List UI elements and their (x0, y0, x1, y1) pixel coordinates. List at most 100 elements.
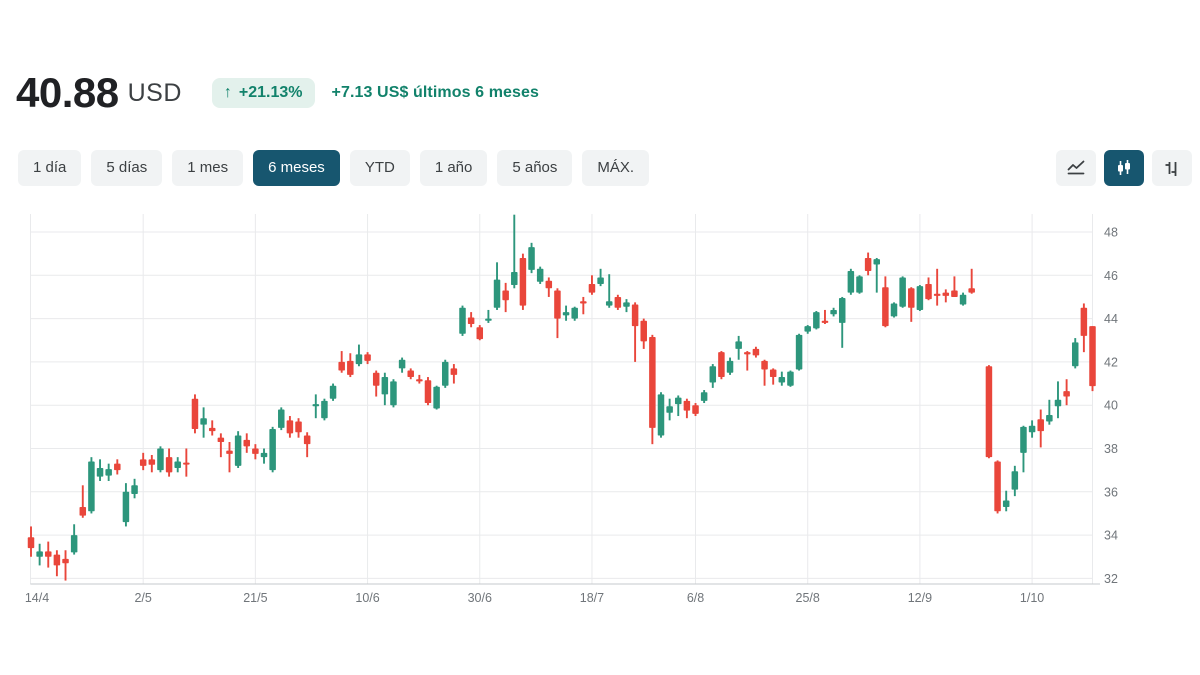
ohlc-chart-button[interactable] (1152, 149, 1192, 186)
candle-down[interactable] (165, 457, 173, 473)
candle-down[interactable] (519, 257, 527, 306)
candle-down[interactable] (554, 290, 561, 319)
candle-up[interactable] (873, 259, 880, 265)
candle-down[interactable] (62, 558, 69, 564)
candle-up[interactable] (122, 491, 130, 523)
candle-up[interactable] (666, 406, 673, 413)
candle-down[interactable] (27, 537, 35, 549)
candle-up[interactable] (1020, 426, 1027, 453)
candle-down[interactable] (53, 554, 61, 566)
candle-down[interactable] (942, 292, 950, 296)
candle-up[interactable] (234, 435, 242, 466)
candle-down[interactable] (864, 257, 872, 271)
candle-up[interactable] (623, 302, 630, 307)
candle-wick[interactable] (314, 394, 317, 419)
candle-up[interactable] (528, 247, 535, 270)
candle-up[interactable] (381, 377, 389, 395)
candle-down[interactable] (761, 360, 768, 370)
candle-down[interactable] (1089, 326, 1096, 387)
candle-up[interactable] (1002, 500, 1010, 507)
candle-down[interactable] (286, 420, 294, 434)
candle-wick[interactable] (608, 274, 611, 308)
candle-wick[interactable] (64, 550, 67, 581)
candle-down[interactable] (416, 379, 423, 382)
candle-up[interactable] (597, 277, 604, 284)
price-chart[interactable]: 48 46 44 42 40 38 36 34 32 14/4 2/5 21/5 10/6 30/6 18/… (0, 205, 1200, 625)
candle-down[interactable] (407, 370, 414, 378)
candle-up[interactable] (1046, 414, 1053, 422)
candle-up[interactable] (1028, 425, 1036, 433)
candle-down[interactable] (217, 437, 225, 443)
candle-up[interactable] (562, 312, 570, 316)
candle-down[interactable] (295, 421, 302, 433)
candle-down[interactable] (692, 405, 699, 414)
candle-up[interactable] (795, 334, 803, 370)
candle-wick[interactable] (1048, 399, 1051, 425)
candle-up[interactable] (1071, 342, 1079, 367)
candle-up[interactable] (890, 303, 898, 317)
candle-down[interactable] (752, 348, 760, 356)
candle-up[interactable] (1011, 471, 1019, 490)
candle-down[interactable] (588, 283, 596, 293)
candle-up[interactable] (96, 467, 104, 477)
candle-down[interactable] (183, 462, 190, 465)
candle-up[interactable] (830, 309, 837, 315)
range-button-1-dia[interactable]: 1 día (18, 149, 82, 186)
candlestick-chart-button[interactable] (1104, 149, 1144, 186)
candle-up[interactable] (700, 392, 708, 401)
candle-up[interactable] (675, 397, 682, 405)
candle-wick[interactable] (677, 395, 680, 417)
candle-up[interactable] (157, 448, 164, 471)
candle-down[interactable] (649, 337, 656, 428)
candle-up[interactable] (813, 312, 820, 329)
candle-down[interactable] (683, 400, 691, 411)
candle-down[interactable] (243, 439, 251, 447)
candle-down[interactable] (640, 320, 647, 342)
candle-down[interactable] (1037, 419, 1044, 432)
candle-up[interactable] (571, 307, 578, 319)
candle-wick[interactable] (875, 257, 878, 293)
candle-wick[interactable] (219, 433, 222, 458)
candle-up[interactable] (657, 394, 665, 436)
candle-down[interactable] (908, 288, 915, 308)
candle-up[interactable] (709, 366, 717, 383)
candle-up[interactable] (485, 318, 492, 321)
candle-up[interactable] (70, 535, 78, 553)
candle-down[interactable] (985, 366, 993, 458)
candle-up[interactable] (174, 461, 181, 468)
candle-down[interactable] (933, 293, 941, 296)
candle-up[interactable] (312, 404, 320, 407)
candle-up[interactable] (778, 377, 786, 383)
candle-down[interactable] (79, 506, 87, 516)
candle-down[interactable] (476, 327, 484, 340)
candle-down[interactable] (718, 352, 725, 378)
candle-up[interactable] (1054, 399, 1062, 407)
candle-up[interactable] (390, 381, 397, 406)
range-button-5-anos[interactable]: 5 años (497, 149, 573, 186)
candle-up[interactable] (131, 485, 138, 494)
candle-up[interactable] (105, 469, 112, 476)
range-button-ytd[interactable]: YTD (349, 149, 410, 186)
candle-up[interactable] (959, 294, 967, 305)
candle-down[interactable] (338, 361, 345, 371)
candle-wick[interactable] (953, 276, 956, 297)
candle-wick[interactable] (936, 268, 939, 306)
line-chart-button[interactable] (1056, 149, 1096, 186)
candle-up[interactable] (847, 270, 855, 293)
candle-up[interactable] (269, 429, 276, 471)
candle-wick[interactable] (746, 351, 749, 371)
candle-down[interactable] (614, 296, 622, 308)
candle-down[interactable] (208, 427, 216, 432)
candle-down[interactable] (252, 448, 259, 454)
candle-wick[interactable] (582, 296, 585, 315)
candle-down[interactable] (467, 317, 475, 325)
candle-down[interactable] (882, 287, 889, 327)
candle-up[interactable] (398, 359, 406, 369)
range-button-1-mes[interactable]: 1 mes (172, 149, 244, 186)
candle-down[interactable] (148, 459, 156, 465)
candle-up[interactable] (493, 279, 501, 308)
candle-down[interactable] (951, 290, 958, 297)
candle-up[interactable] (899, 277, 906, 307)
candle-down[interactable] (347, 360, 354, 375)
candle-down[interactable] (303, 435, 311, 445)
